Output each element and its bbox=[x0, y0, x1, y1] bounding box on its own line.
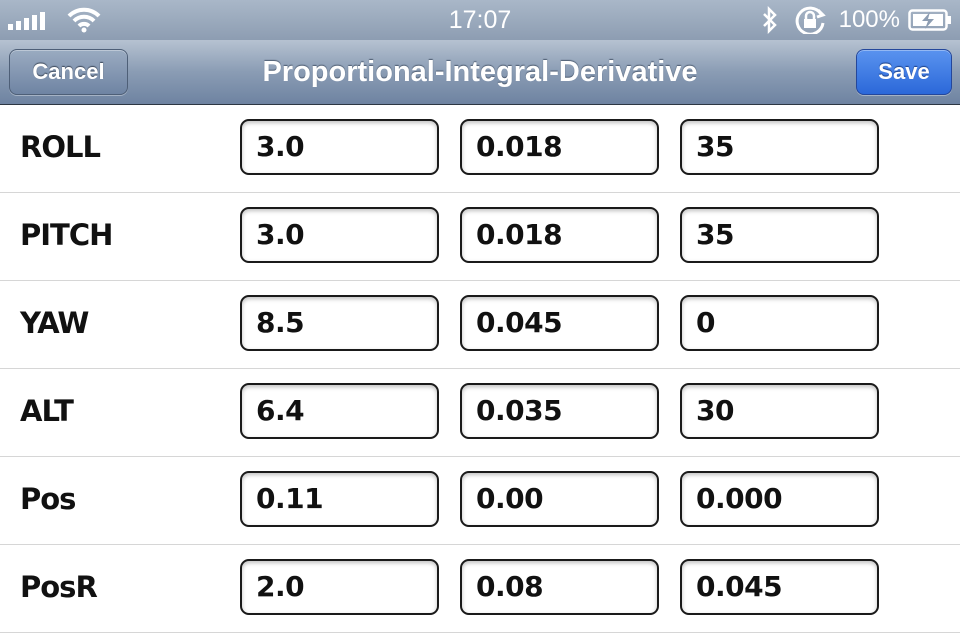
battery-percent: 100% bbox=[838, 6, 900, 33]
wifi-icon bbox=[67, 7, 101, 33]
roll-i-field[interactable]: 0.018 bbox=[460, 119, 659, 175]
row-label: PosR bbox=[20, 570, 98, 604]
field-value: 0.035 bbox=[476, 394, 563, 427]
table-row-pitch: PITCH 3.0 0.018 35 bbox=[0, 193, 960, 281]
field-value: 3.0 bbox=[256, 130, 305, 163]
pos-i-field[interactable]: 0.00 bbox=[460, 471, 659, 527]
table-row-pos: Pos 0.11 0.00 0.000 bbox=[0, 457, 960, 545]
status-bar: 17:07 100% bbox=[0, 0, 960, 40]
field-value: 2.0 bbox=[256, 570, 305, 603]
roll-d-field[interactable]: 35 bbox=[680, 119, 879, 175]
pitch-d-field[interactable]: 35 bbox=[680, 207, 879, 263]
cancel-button[interactable]: Cancel bbox=[9, 49, 128, 95]
battery-charging-icon bbox=[908, 9, 951, 31]
navigation-bar: Cancel Proportional-Integral-Derivative … bbox=[0, 40, 960, 105]
row-label: Pos bbox=[20, 482, 76, 516]
field-value: 3.0 bbox=[256, 218, 305, 251]
status-time: 17:07 bbox=[448, 6, 512, 34]
bluetooth-icon bbox=[762, 6, 777, 34]
alt-i-field[interactable]: 0.035 bbox=[460, 383, 659, 439]
field-value: 0.00 bbox=[476, 482, 544, 515]
field-value: 35 bbox=[696, 130, 734, 163]
pitch-p-field[interactable]: 3.0 bbox=[240, 207, 439, 263]
field-value: 0.018 bbox=[476, 218, 563, 251]
yaw-i-field[interactable]: 0.045 bbox=[460, 295, 659, 351]
field-value: 8.5 bbox=[256, 306, 305, 339]
alt-p-field[interactable]: 6.4 bbox=[240, 383, 439, 439]
posr-d-field[interactable]: 0.045 bbox=[680, 559, 879, 615]
status-left bbox=[8, 7, 101, 33]
yaw-d-field[interactable]: 0 bbox=[680, 295, 879, 351]
field-value: 0.11 bbox=[256, 482, 324, 515]
field-value: 30 bbox=[696, 394, 734, 427]
field-value: 6.4 bbox=[256, 394, 305, 427]
page-title: Proportional-Integral-Derivative bbox=[262, 56, 698, 88]
field-value: 0.000 bbox=[696, 482, 783, 515]
field-value: 0 bbox=[696, 306, 715, 339]
field-value: 0.018 bbox=[476, 130, 563, 163]
field-value: 0.08 bbox=[476, 570, 544, 603]
pos-p-field[interactable]: 0.11 bbox=[240, 471, 439, 527]
status-right: 100% bbox=[761, 6, 952, 34]
table-row-yaw: YAW 8.5 0.045 0 bbox=[0, 281, 960, 369]
signal-icon bbox=[8, 10, 45, 30]
table-row-posr: PosR 2.0 0.08 0.045 bbox=[0, 545, 960, 633]
row-label: PITCH bbox=[20, 218, 113, 252]
pos-d-field[interactable]: 0.000 bbox=[680, 471, 879, 527]
row-label: ROLL bbox=[20, 130, 101, 164]
posr-p-field[interactable]: 2.0 bbox=[240, 559, 439, 615]
yaw-p-field[interactable]: 8.5 bbox=[240, 295, 439, 351]
posr-i-field[interactable]: 0.08 bbox=[460, 559, 659, 615]
pitch-i-field[interactable]: 0.018 bbox=[460, 207, 659, 263]
row-label: ALT bbox=[20, 394, 74, 428]
table-row-roll: ROLL 3.0 0.018 35 bbox=[0, 105, 960, 193]
rotation-lock-icon bbox=[795, 6, 826, 34]
alt-d-field[interactable]: 30 bbox=[680, 383, 879, 439]
save-button[interactable]: Save bbox=[856, 49, 952, 95]
roll-p-field[interactable]: 3.0 bbox=[240, 119, 439, 175]
pid-table: ROLL 3.0 0.018 35 PITCH 3.0 0.018 35 YAW… bbox=[0, 105, 960, 633]
row-label: YAW bbox=[20, 306, 89, 340]
field-value: 0.045 bbox=[476, 306, 563, 339]
field-value: 35 bbox=[696, 218, 734, 251]
field-value: 0.045 bbox=[696, 570, 783, 603]
table-row-alt: ALT 6.4 0.035 30 bbox=[0, 369, 960, 457]
